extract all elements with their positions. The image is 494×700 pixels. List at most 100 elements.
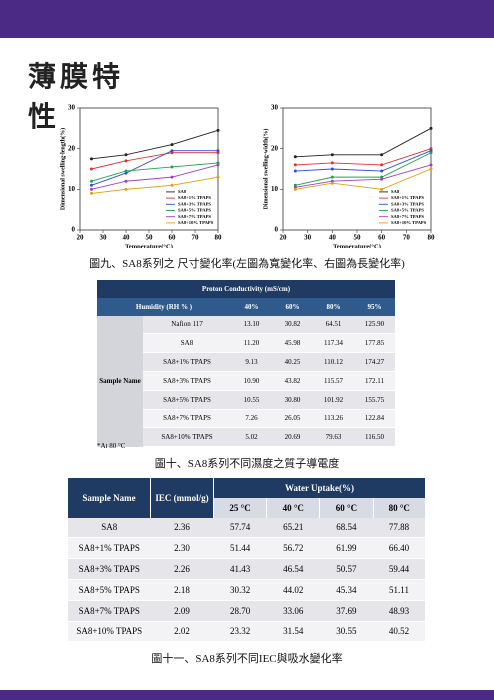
chart: 20 30 40 50 60 70 80 0 10 20 30 Temperature(°C) Dime… <box>262 104 435 248</box>
x-tick-label: 70 <box>192 234 200 242</box>
table-cell: 7.26 <box>231 409 272 429</box>
table-row: Sample Name Nafion 117 13.10 30.82 64.51 125.… <box>97 315 395 447</box>
table-cell: Nafion 117 <box>143 315 231 335</box>
table-cell: 41.43 <box>213 558 267 580</box>
table-cell: 115.57 <box>313 371 354 391</box>
data-point <box>380 169 384 173</box>
table-cell: 40.25 <box>272 352 313 372</box>
data-point <box>330 167 334 171</box>
table-cell: 5.02 <box>231 427 272 448</box>
table-cell: Sample Name <box>97 315 143 447</box>
table-cell: 30.32 <box>213 579 267 601</box>
data-point <box>170 143 174 147</box>
y-tick-label: 0 <box>72 226 76 234</box>
table-cell: Humidity (RH % ) <box>97 297 231 316</box>
table-row: SA8 11.20 45.98 117.34 177.85 <box>97 333 395 354</box>
table-cell: 10.90 <box>231 371 272 391</box>
table-cell: 13.10 <box>231 315 272 335</box>
data-point <box>170 149 174 153</box>
data-point <box>216 163 220 167</box>
table-cell: 48.93 <box>373 600 425 622</box>
data-point <box>90 187 93 191</box>
chart: 20 30 40 50 60 70 80 0 10 20 30 Temperature(°C) Dime… <box>59 104 222 248</box>
data-point <box>90 167 93 171</box>
table-cell: SA8+3% TPAPS <box>143 371 231 391</box>
legend-label: SA8+3% TPAPS <box>178 201 211 206</box>
table-cell: 44.02 <box>266 579 320 601</box>
legend-label: SA8+7% TPAPS <box>391 214 424 219</box>
table-cell: 51.44 <box>213 537 267 560</box>
table-cell: SA8 <box>68 517 151 539</box>
series-line <box>295 150 432 172</box>
series-line <box>295 168 432 190</box>
data-point <box>429 151 433 155</box>
series-line <box>295 148 432 166</box>
legend-label: SA8+3% TPAPS <box>391 201 424 206</box>
table-cell: 33.06 <box>266 600 320 622</box>
x-tick-label: 20 <box>77 234 85 242</box>
table-cell: 25 °C <box>212 497 267 518</box>
table-cell: 40% <box>231 297 272 316</box>
table-cell: SA8+7% TPAPS <box>143 409 231 429</box>
x-tick-label: 50 <box>146 234 154 242</box>
table-cell: 26.05 <box>272 409 313 429</box>
table-row: SA8+7% TPAPS 2.09 28.70 33.06 37.69 48.93 <box>68 600 425 622</box>
y-tick-label: 0 <box>275 226 279 234</box>
data-point <box>90 183 93 187</box>
table-cell: 2.18 <box>150 579 214 601</box>
table-cell: 80 °C <box>372 497 425 518</box>
data-point <box>170 165 174 169</box>
legend-label: SA8+10% TPAPS <box>391 220 427 225</box>
legend-label: SA8+10% TPAPS <box>178 220 214 225</box>
table-cell: 46.54 <box>266 558 320 580</box>
legend-label: SA8 <box>178 189 187 194</box>
table-cell: 68.54 <box>319 517 374 539</box>
table-cell: 80% <box>313 297 354 316</box>
legend-label: SA8+5% TPAPS <box>391 208 424 213</box>
data-point <box>216 175 220 179</box>
data-point <box>170 183 174 187</box>
data-point <box>330 181 334 185</box>
figure-caption: 圖十一、SA8系列不同IEC與吸水變化率 <box>151 653 343 665</box>
legend-label: SA8+7% TPAPS <box>178 214 211 219</box>
series-line <box>91 176 219 194</box>
table-cell: 31.54 <box>266 621 320 643</box>
table-cell: 2.36 <box>150 517 214 539</box>
conductivity-table: Proton Conductivity (mS/cm) Humidity (RH … <box>97 280 395 448</box>
x-tick-label: 50 <box>354 234 362 242</box>
table-note: *At 80 °C <box>97 442 126 450</box>
table-row: Sample Name IEC (mmol/g) Water Uptake(%) <box>68 478 425 518</box>
table-cell: 57.74 <box>213 517 267 539</box>
table-cell: 51.11 <box>373 579 425 601</box>
data-point <box>330 161 334 165</box>
table-cell: 45.34 <box>319 579 374 601</box>
x-tick-label: 60 <box>378 234 386 242</box>
table-cell: 2.30 <box>150 537 214 560</box>
table-cell: 30.80 <box>272 390 313 410</box>
section-title: 薄膜特性 <box>28 62 125 133</box>
y-tick-label: 10 <box>68 185 76 193</box>
table-cell: SA8+1% TPAPS <box>143 352 231 372</box>
data-point <box>330 175 334 179</box>
table-cell: 11.20 <box>231 333 272 354</box>
series-line <box>91 129 219 160</box>
y-tick-label: 20 <box>68 144 76 152</box>
y-tick-label: 20 <box>271 144 279 152</box>
x-tick-label: 60 <box>169 234 177 242</box>
series-line <box>295 127 432 158</box>
table-cell: 116.50 <box>354 427 395 448</box>
table-cell: SA8 <box>143 333 231 354</box>
table-cell: 2.09 <box>150 600 214 622</box>
table-cell: SA8+10% TPAPS <box>68 621 151 643</box>
header-band <box>0 0 494 38</box>
table-cell: 30.82 <box>272 315 313 335</box>
data-point <box>124 153 128 157</box>
table-cell: 125.90 <box>354 315 395 335</box>
x-tick-label: 40 <box>329 234 337 242</box>
table-cell: 177.85 <box>354 333 395 354</box>
data-point <box>170 175 174 179</box>
series-line <box>91 162 219 182</box>
y-tick-label: 30 <box>68 104 76 112</box>
table-cell: 45.98 <box>272 333 313 354</box>
table-row: SA8+10% TPAPS 5.02 20.69 79.63 116.50 <box>97 427 395 448</box>
